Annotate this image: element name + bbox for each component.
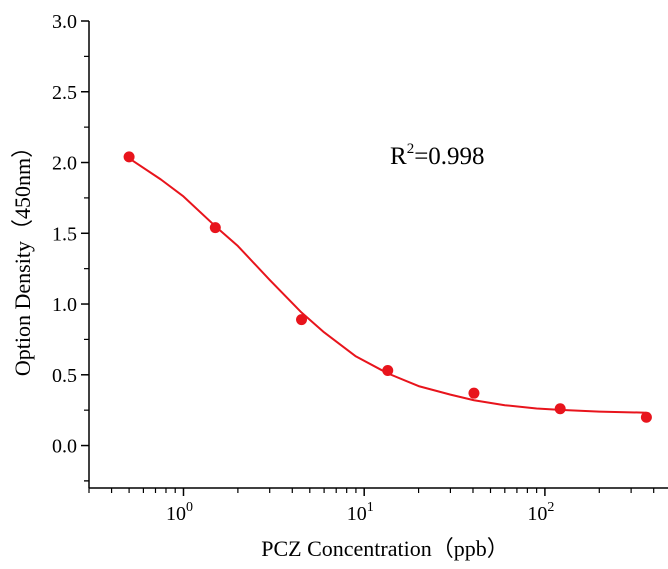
x-tick-label: 100: [166, 500, 193, 525]
data-point: [209, 222, 221, 234]
x-tick-label-base: 10: [527, 503, 547, 525]
x-tick-label-exponent: 0: [186, 500, 193, 515]
data-point: [296, 314, 308, 326]
x-tick-label: 101: [347, 500, 374, 525]
r-squared-annotation: R2=0.998: [390, 141, 485, 170]
y-tick-label: 1.0: [52, 294, 77, 316]
x-tick-label-base: 10: [347, 503, 367, 525]
data-point: [640, 411, 652, 423]
y-axis-ticks: 0.0 0.5 1.0 1.5 2.0 2.5 3.0: [52, 11, 89, 482]
fit-curve: [128, 157, 647, 414]
x-tick-label-base: 10: [166, 503, 186, 525]
y-axis-title: Option Density（450nm）: [10, 136, 35, 376]
r-squared-base: R: [390, 143, 407, 170]
data-point: [123, 151, 135, 163]
x-tick-label-exponent: 1: [367, 500, 374, 515]
y-tick-label: 1.5: [52, 223, 77, 245]
x-axis-ticks: 100 101 102: [88, 488, 655, 525]
x-axis-title: PCZ Concentration（ppb）: [261, 536, 508, 561]
data-point: [554, 403, 566, 415]
y-tick-label: 0.0: [52, 436, 77, 458]
x-tick-label-exponent: 2: [547, 500, 554, 515]
data-points-layer: [123, 151, 652, 423]
y-tick-label: 3.0: [52, 11, 77, 33]
data-point: [382, 365, 394, 377]
r-squared-value: =0.998: [414, 143, 484, 170]
axes: [88, 21, 668, 489]
y-tick-label: 2.5: [52, 82, 77, 104]
r-squared-superscript: 2: [407, 141, 415, 157]
fit-curve-layer: [128, 157, 647, 414]
y-tick-label: 0.5: [52, 365, 77, 387]
data-point: [468, 387, 480, 399]
y-tick-label: 2.0: [52, 153, 77, 175]
x-tick-label: 102: [527, 500, 554, 525]
